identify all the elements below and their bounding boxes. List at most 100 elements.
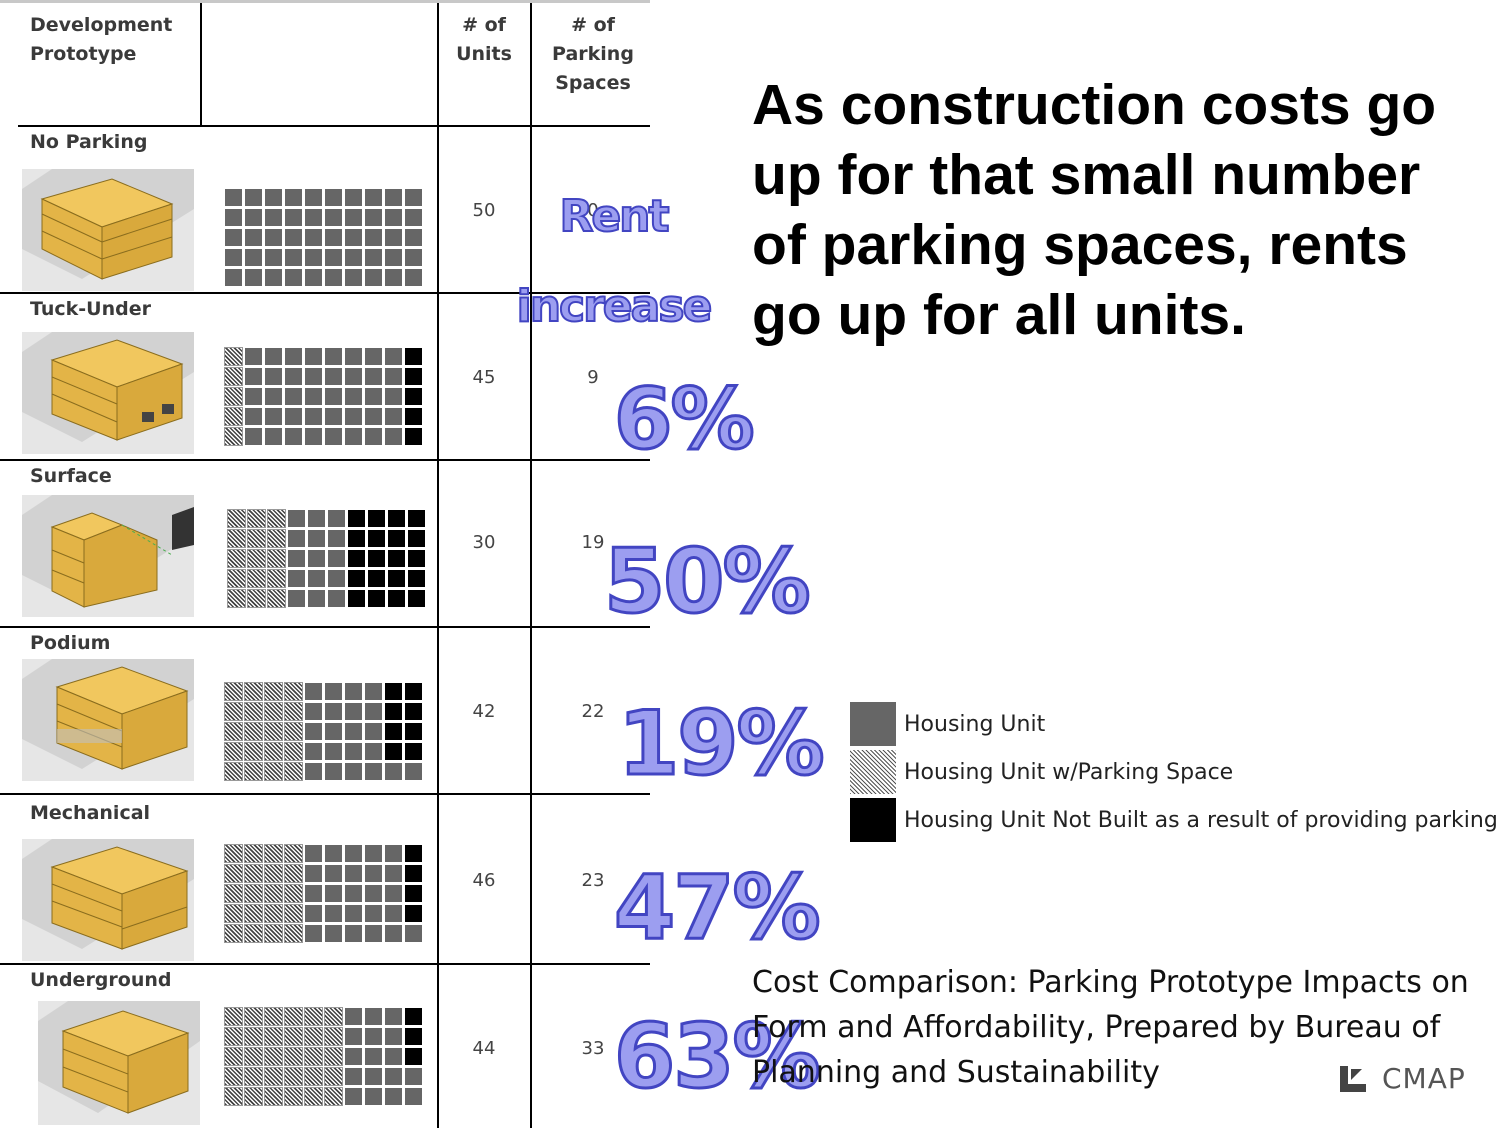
row-divider-1 [0,292,650,294]
unit-cell-housing [245,189,262,206]
unit-cell-housing [265,249,282,266]
unit-cell-not-built [405,368,422,385]
parking-no-parking: 0 [587,200,599,221]
unit-cell-parking [244,702,263,721]
unit-cell-housing [385,885,402,902]
legend-parking-space: Housing Unit w/Parking Space [850,750,1233,794]
unit-cell-housing [305,209,322,226]
header-prototype-line2: Prototype [30,43,137,65]
unit-cell-parking [324,1027,343,1046]
unit-cell-housing [285,229,302,246]
unit-cell-not-built [408,590,425,607]
unit-cell-parking [224,742,243,761]
unit-cell-housing [365,865,382,882]
col-divider-1 [200,3,202,127]
unit-cell-parking [224,864,243,883]
unit-cell-not-built [388,550,405,567]
unit-cell-housing [365,703,382,720]
unit-cell-parking [284,844,303,863]
unit-cell-housing [265,428,282,445]
unit-cell-housing [345,845,362,862]
unit-cell-housing [265,368,282,385]
parking-podium: 22 [581,701,605,722]
unit-cell-parking [264,702,283,721]
unit-cell-housing [385,269,402,286]
unit-cell-housing [225,189,242,206]
row-label-mechanical: Mechanical [30,802,151,824]
unit-cell-housing [405,209,422,226]
unit-cell-housing [328,530,345,547]
unit-cell-parking [264,864,283,883]
legend-label-housing-unit: Housing Unit [904,711,1046,737]
unit-cell-housing [328,570,345,587]
unit-cell-housing [345,428,362,445]
unit-cell-parking [224,347,243,366]
unit-cell-housing [345,683,362,700]
unit-cell-not-built [405,845,422,862]
unit-cell-not-built [385,743,402,760]
unit-cell-housing [245,408,262,425]
unit-cell-housing [305,348,322,365]
unit-cell-housing [385,229,402,246]
unit-cell-housing [325,428,342,445]
unit-cell-parking [224,722,243,741]
unit-cell-not-built [368,530,385,547]
unit-cell-parking [247,569,266,588]
units-surface: 30 [472,532,496,553]
unit-cell-housing [305,249,322,266]
unit-cell-housing [225,269,242,286]
row-divider-header [18,125,650,127]
unit-cell-parking [304,1087,323,1106]
unit-cell-housing [305,229,322,246]
unit-cell-housing [308,570,325,587]
unit-cell-parking [224,387,243,406]
unit-cell-parking [224,367,243,386]
row-divider-3 [0,626,650,628]
unit-cell-housing [345,388,362,405]
unit-cell-housing [345,368,362,385]
unit-cell-housing [365,1068,382,1085]
parking-surface: 19 [581,532,605,553]
unit-cell-housing [345,885,362,902]
unit-cell-parking [264,904,283,923]
unit-cell-housing [328,590,345,607]
unit-cell-housing [345,1048,362,1065]
legend-swatch-parking-space [850,750,896,794]
unit-cell-not-built [405,408,422,425]
cmap-logo: CMAP [1340,1062,1466,1095]
unit-cell-parking [284,864,303,883]
unit-cell-parking [284,1047,303,1066]
unit-cell-housing [345,703,362,720]
unit-cell-housing [385,1048,402,1065]
unit-cell-housing [325,743,342,760]
unit-cell-housing [325,368,342,385]
unit-cell-housing [385,1088,402,1105]
unit-cell-housing [328,510,345,527]
unit-cell-parking [267,549,286,568]
row-label-podium: Podium [30,632,111,654]
unit-cell-parking [227,529,246,548]
unit-cell-parking [224,924,243,943]
cmap-logo-icon [1340,1065,1366,1092]
legend-swatch-not-built [850,798,896,842]
unit-cell-housing [365,388,382,405]
unit-cell-parking [227,549,246,568]
unit-cell-housing [305,885,322,902]
unit-grid-tuck-under [224,347,422,446]
unit-cell-housing [265,209,282,226]
unit-cell-parking [264,844,283,863]
headline: As construction costs go up for that sma… [752,73,1437,347]
unit-cell-parking [244,844,263,863]
header-parking: # of Parking Spaces [533,11,653,98]
unit-cell-parking [244,864,263,883]
unit-cell-housing [345,763,362,780]
parking-tuck-under: 9 [587,367,599,388]
unit-cell-not-built [385,703,402,720]
unit-cell-housing [265,189,282,206]
unit-cell-parking [224,1047,243,1066]
unit-cell-housing [325,348,342,365]
unit-cell-housing [245,428,262,445]
unit-cell-not-built [405,388,422,405]
unit-cell-housing [405,229,422,246]
unit-grid-underground [224,1007,422,1106]
